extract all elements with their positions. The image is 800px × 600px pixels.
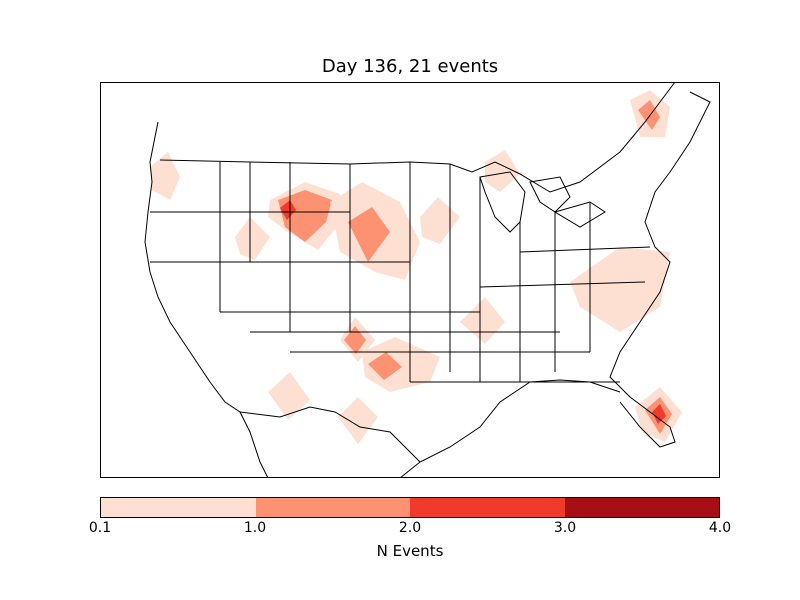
- west-coast-outline: [144, 121, 269, 478]
- us-map: [100, 82, 720, 478]
- hotspot-michigan: [485, 150, 520, 192]
- colorbar-tick-2: 2.0: [398, 520, 422, 536]
- colorbar-tick-4: 4.0: [708, 520, 732, 536]
- colorbar-bin-2: [255, 498, 410, 517]
- colorbar-bin-3: [410, 498, 565, 517]
- great-lakes: [479, 171, 606, 233]
- colorbar-bin-1: [101, 498, 256, 517]
- hotspot-arizona: [268, 372, 310, 420]
- coastline-and-borders: [144, 82, 711, 478]
- colorbar-bin-4: [564, 498, 719, 517]
- hotspot-florida-core: [652, 404, 666, 424]
- gulf-coast-outline: [399, 379, 621, 478]
- map-border: [100, 82, 720, 478]
- hotspot-new-york-mid: [638, 100, 660, 130]
- us-canada-border: [159, 82, 676, 193]
- hotspot-idaho: [235, 217, 270, 260]
- map-title: Day 136, 21 events: [321, 56, 499, 77]
- hotspot-dakota-mid: [348, 207, 390, 262]
- hotspot-montana-core: [280, 200, 296, 220]
- hotspot-west-texas: [338, 397, 378, 444]
- hotspot-texas-panhandle-mid: [368, 352, 402, 380]
- mexico-border: [239, 406, 421, 463]
- map-panel: [100, 82, 720, 478]
- hotspot-texas-panhandle-outer: [362, 337, 440, 392]
- hotspot-washington: [150, 152, 180, 200]
- colorbar-label: N Events: [376, 542, 444, 560]
- colorbar-tick-3: 3.0: [553, 520, 577, 536]
- hotspot-new-mexico-mid: [344, 326, 366, 354]
- hotspot-carolina: [570, 247, 670, 332]
- east-coast-outline: [609, 91, 711, 448]
- colorbar-tick-1: 1.0: [243, 520, 267, 536]
- colorbar: [100, 497, 720, 518]
- state-lines-horizontal: [150, 211, 651, 383]
- colorbar-tick-0: 0.1: [88, 520, 112, 536]
